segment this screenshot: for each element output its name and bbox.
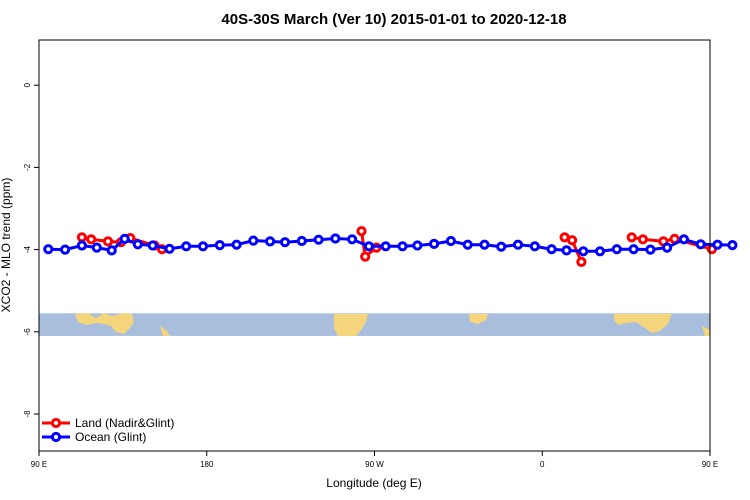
data-point-ocean-glint [197, 241, 209, 252]
x-tick-label: 90 E [702, 460, 718, 469]
data-point-ocean-glint [695, 239, 706, 250]
map-land [160, 326, 170, 336]
data-point-ocean-glint [412, 240, 423, 251]
data-point-land-nadir-glint [76, 232, 88, 243]
data-point-ocean-glint [132, 239, 143, 250]
data-point-ocean-glint [496, 241, 507, 252]
data-point-ocean-glint [313, 234, 324, 245]
map-strip [39, 313, 710, 336]
data-point-ocean-glint [347, 234, 358, 245]
data-point-ocean-glint [91, 242, 102, 253]
y-axis: 0 -2 -4 -6 -8 [23, 82, 39, 418]
y-tick-label: 0 [23, 82, 32, 87]
x-tick-label: 180 [200, 460, 214, 469]
data-point-ocean-glint [662, 242, 673, 253]
x-axis-label: Longitude (deg E) [326, 476, 421, 490]
data-point-land-nadir-glint [567, 235, 578, 246]
map-land [702, 326, 710, 336]
data-point-ocean-glint [712, 239, 723, 250]
map-ocean [39, 313, 710, 336]
data-point-ocean-glint [529, 241, 540, 252]
x-tick-label: 0 [540, 460, 545, 469]
data-point-ocean-glint [397, 241, 408, 252]
chart-title: 40S-30S March (Ver 10) 2015-01-01 to 202… [221, 11, 566, 28]
data-point-ocean-glint [43, 244, 54, 255]
data-point-ocean-glint [60, 244, 71, 255]
y-tick-label: -6 [23, 328, 32, 336]
data-point-land-nadir-glint [637, 234, 649, 245]
data-point-ocean-glint [106, 245, 117, 256]
legend: Land (Nadir&Glint)Ocean (Glint) [42, 416, 174, 444]
data-point-ocean-glint [214, 240, 225, 251]
data-point-ocean-glint [248, 235, 259, 246]
data-point-ocean-glint [611, 244, 622, 255]
y-tick-label: -8 [23, 410, 32, 418]
data-point-ocean-glint [462, 239, 473, 250]
x-axis: 90 E 180 90 W 0 90 E [31, 451, 718, 469]
data-point-land-nadir-glint [626, 232, 637, 243]
data-point-ocean-glint [429, 238, 440, 249]
data-point-ocean-glint [265, 236, 276, 247]
map-land [75, 313, 134, 334]
data-point-ocean-glint [147, 240, 158, 251]
data-point-ocean-glint [76, 240, 88, 251]
data-point-land-nadir-glint [86, 234, 97, 245]
data-point-ocean-glint [231, 239, 242, 250]
data-point-ocean-glint [546, 244, 557, 255]
data-point-ocean-glint [479, 239, 490, 250]
map-land [334, 314, 368, 336]
data-point-ocean-glint [363, 241, 374, 252]
data-point-ocean-glint [380, 241, 391, 252]
data-point-land-nadir-glint [360, 251, 371, 262]
data-point-ocean-glint [164, 243, 175, 254]
x-tick-label: 90 W [365, 460, 384, 469]
x-tick-label: 90 E [31, 460, 47, 469]
data-point-ocean-glint [445, 235, 456, 247]
data-point-land-nadir-glint [356, 226, 367, 237]
data-point-land-nadir-glint [576, 256, 587, 267]
data-point-ocean-glint [561, 245, 572, 256]
data-point-ocean-glint [594, 246, 606, 257]
y-tick-label: -2 [23, 163, 32, 171]
map-land [469, 314, 488, 324]
y-tick-label: -4 [23, 246, 32, 254]
data-point-ocean-glint [181, 241, 192, 252]
legend-marker-land-nadir-glint [50, 417, 62, 429]
series-layer [43, 226, 738, 267]
y-axis-label: XCO2 - MLO trend (ppm) [0, 178, 13, 313]
legend-label-ocean-glint: Ocean (Glint) [75, 430, 146, 444]
data-point-ocean-glint [119, 233, 130, 244]
legend-label-land-nadir-glint: Land (Nadir&Glint) [75, 416, 174, 430]
data-point-ocean-glint [279, 237, 291, 248]
data-point-ocean-glint [628, 244, 639, 255]
data-point-land-nadir-glint [102, 236, 114, 247]
data-point-ocean-glint [645, 244, 656, 255]
map-land [614, 314, 672, 333]
data-point-ocean-glint [296, 235, 307, 247]
data-point-ocean-glint [678, 234, 690, 245]
data-point-ocean-glint [330, 233, 341, 244]
data-point-ocean-glint [727, 240, 738, 251]
legend-marker-ocean-glint [50, 431, 62, 443]
data-point-ocean-glint [578, 246, 589, 257]
data-point-ocean-glint [512, 239, 524, 250]
